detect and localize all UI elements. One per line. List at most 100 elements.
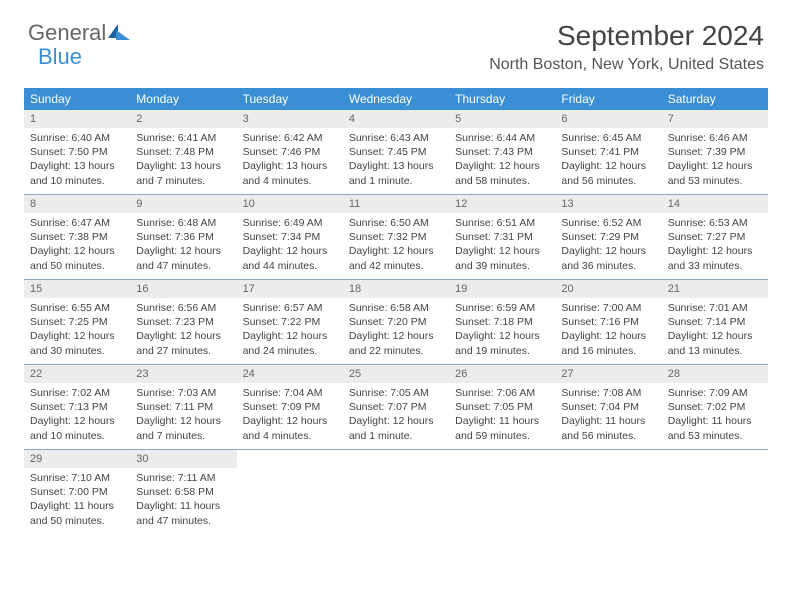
daylight1: Daylight: 11 hours [30, 499, 124, 513]
daylight2: and 50 minutes. [30, 514, 124, 528]
sunrise: Sunrise: 7:11 AM [136, 471, 230, 485]
dow-saturday: Saturday [662, 88, 768, 110]
daylight1: Daylight: 13 hours [349, 159, 443, 173]
daylight1: Daylight: 11 hours [455, 414, 549, 428]
sunset: Sunset: 7:18 PM [455, 315, 549, 329]
day-cell: 18Sunrise: 6:58 AMSunset: 7:20 PMDayligh… [343, 280, 449, 364]
day-number: 10 [237, 195, 343, 213]
daylight1: Daylight: 12 hours [243, 329, 337, 343]
dow-thursday: Thursday [449, 88, 555, 110]
day-cell: 3Sunrise: 6:42 AMSunset: 7:46 PMDaylight… [237, 110, 343, 194]
daylight1: Daylight: 12 hours [349, 244, 443, 258]
location: North Boston, New York, United States [489, 56, 764, 74]
daylight2: and 39 minutes. [455, 259, 549, 273]
sunrise: Sunrise: 7:08 AM [561, 386, 655, 400]
sunrise: Sunrise: 6:45 AM [561, 131, 655, 145]
sunrise: Sunrise: 7:09 AM [668, 386, 762, 400]
sunrise: Sunrise: 6:43 AM [349, 131, 443, 145]
day-body: Sunrise: 6:58 AMSunset: 7:20 PMDaylight:… [343, 298, 449, 364]
daylight2: and 16 minutes. [561, 344, 655, 358]
sunrise: Sunrise: 6:46 AM [668, 131, 762, 145]
daylight1: Daylight: 13 hours [30, 159, 124, 173]
daylight2: and 7 minutes. [136, 429, 230, 443]
day-number: 17 [237, 280, 343, 298]
day-cell: 13Sunrise: 6:52 AMSunset: 7:29 PMDayligh… [555, 195, 661, 279]
daylight1: Daylight: 12 hours [455, 329, 549, 343]
sunrise: Sunrise: 6:55 AM [30, 301, 124, 315]
day-cell: 2Sunrise: 6:41 AMSunset: 7:48 PMDaylight… [130, 110, 236, 194]
day-number: 24 [237, 365, 343, 383]
calendar: SundayMondayTuesdayWednesdayThursdayFrid… [24, 88, 768, 534]
day-cell: 6Sunrise: 6:45 AMSunset: 7:41 PMDaylight… [555, 110, 661, 194]
day-cell: 17Sunrise: 6:57 AMSunset: 7:22 PMDayligh… [237, 280, 343, 364]
daylight1: Daylight: 12 hours [243, 244, 337, 258]
sunset: Sunset: 7:31 PM [455, 230, 549, 244]
sunrise: Sunrise: 7:10 AM [30, 471, 124, 485]
day-cell [343, 450, 449, 534]
day-body: Sunrise: 6:56 AMSunset: 7:23 PMDaylight:… [130, 298, 236, 364]
daylight1: Daylight: 12 hours [30, 244, 124, 258]
day-cell: 5Sunrise: 6:44 AMSunset: 7:43 PMDaylight… [449, 110, 555, 194]
sunrise: Sunrise: 6:47 AM [30, 216, 124, 230]
day-cell [555, 450, 661, 534]
daylight2: and 58 minutes. [455, 174, 549, 188]
sunset: Sunset: 7:02 PM [668, 400, 762, 414]
day-number: 28 [662, 365, 768, 383]
daylight2: and 24 minutes. [243, 344, 337, 358]
sunset: Sunset: 7:16 PM [561, 315, 655, 329]
day-body: Sunrise: 7:01 AMSunset: 7:14 PMDaylight:… [662, 298, 768, 364]
day-cell: 24Sunrise: 7:04 AMSunset: 7:09 PMDayligh… [237, 365, 343, 449]
sunset: Sunset: 7:00 PM [30, 485, 124, 499]
sunrise: Sunrise: 6:59 AM [455, 301, 549, 315]
daylight2: and 1 minute. [349, 429, 443, 443]
sunset: Sunset: 7:14 PM [668, 315, 762, 329]
sunrise: Sunrise: 7:03 AM [136, 386, 230, 400]
dow-tuesday: Tuesday [237, 88, 343, 110]
day-cell: 25Sunrise: 7:05 AMSunset: 7:07 PMDayligh… [343, 365, 449, 449]
day-body: Sunrise: 6:52 AMSunset: 7:29 PMDaylight:… [555, 213, 661, 279]
sunrise: Sunrise: 7:01 AM [668, 301, 762, 315]
daylight2: and 4 minutes. [243, 429, 337, 443]
dow-monday: Monday [130, 88, 236, 110]
sunset: Sunset: 7:23 PM [136, 315, 230, 329]
sunset: Sunset: 7:07 PM [349, 400, 443, 414]
daylight1: Daylight: 12 hours [30, 414, 124, 428]
day-number: 13 [555, 195, 661, 213]
day-cell: 21Sunrise: 7:01 AMSunset: 7:14 PMDayligh… [662, 280, 768, 364]
dow-friday: Friday [555, 88, 661, 110]
daylight2: and 30 minutes. [30, 344, 124, 358]
day-body: Sunrise: 7:06 AMSunset: 7:05 PMDaylight:… [449, 383, 555, 449]
week-row: 29Sunrise: 7:10 AMSunset: 7:00 PMDayligh… [24, 450, 768, 534]
day-cell: 16Sunrise: 6:56 AMSunset: 7:23 PMDayligh… [130, 280, 236, 364]
daylight2: and 10 minutes. [30, 429, 124, 443]
day-number: 27 [555, 365, 661, 383]
sunset: Sunset: 6:58 PM [136, 485, 230, 499]
day-body: Sunrise: 7:00 AMSunset: 7:16 PMDaylight:… [555, 298, 661, 364]
day-number: 4 [343, 110, 449, 128]
daylight1: Daylight: 12 hours [668, 244, 762, 258]
day-number: 18 [343, 280, 449, 298]
month-title: September 2024 [489, 20, 764, 52]
day-body: Sunrise: 7:04 AMSunset: 7:09 PMDaylight:… [237, 383, 343, 449]
sunset: Sunset: 7:04 PM [561, 400, 655, 414]
sunset: Sunset: 7:13 PM [30, 400, 124, 414]
day-number: 2 [130, 110, 236, 128]
daylight2: and 42 minutes. [349, 259, 443, 273]
daylight2: and 47 minutes. [136, 259, 230, 273]
day-number: 19 [449, 280, 555, 298]
sunrise: Sunrise: 7:04 AM [243, 386, 337, 400]
day-cell: 9Sunrise: 6:48 AMSunset: 7:36 PMDaylight… [130, 195, 236, 279]
week-row: 1Sunrise: 6:40 AMSunset: 7:50 PMDaylight… [24, 110, 768, 195]
day-number: 20 [555, 280, 661, 298]
daylight1: Daylight: 12 hours [455, 159, 549, 173]
sunrise: Sunrise: 6:52 AM [561, 216, 655, 230]
day-body: Sunrise: 6:51 AMSunset: 7:31 PMDaylight:… [449, 213, 555, 279]
day-cell: 7Sunrise: 6:46 AMSunset: 7:39 PMDaylight… [662, 110, 768, 194]
daylight1: Daylight: 12 hours [30, 329, 124, 343]
day-cell: 12Sunrise: 6:51 AMSunset: 7:31 PMDayligh… [449, 195, 555, 279]
header: General September 2024 North Boston, New… [0, 0, 792, 82]
daylight1: Daylight: 11 hours [136, 499, 230, 513]
daylight1: Daylight: 13 hours [136, 159, 230, 173]
daylight2: and 10 minutes. [30, 174, 124, 188]
sunrise: Sunrise: 6:48 AM [136, 216, 230, 230]
